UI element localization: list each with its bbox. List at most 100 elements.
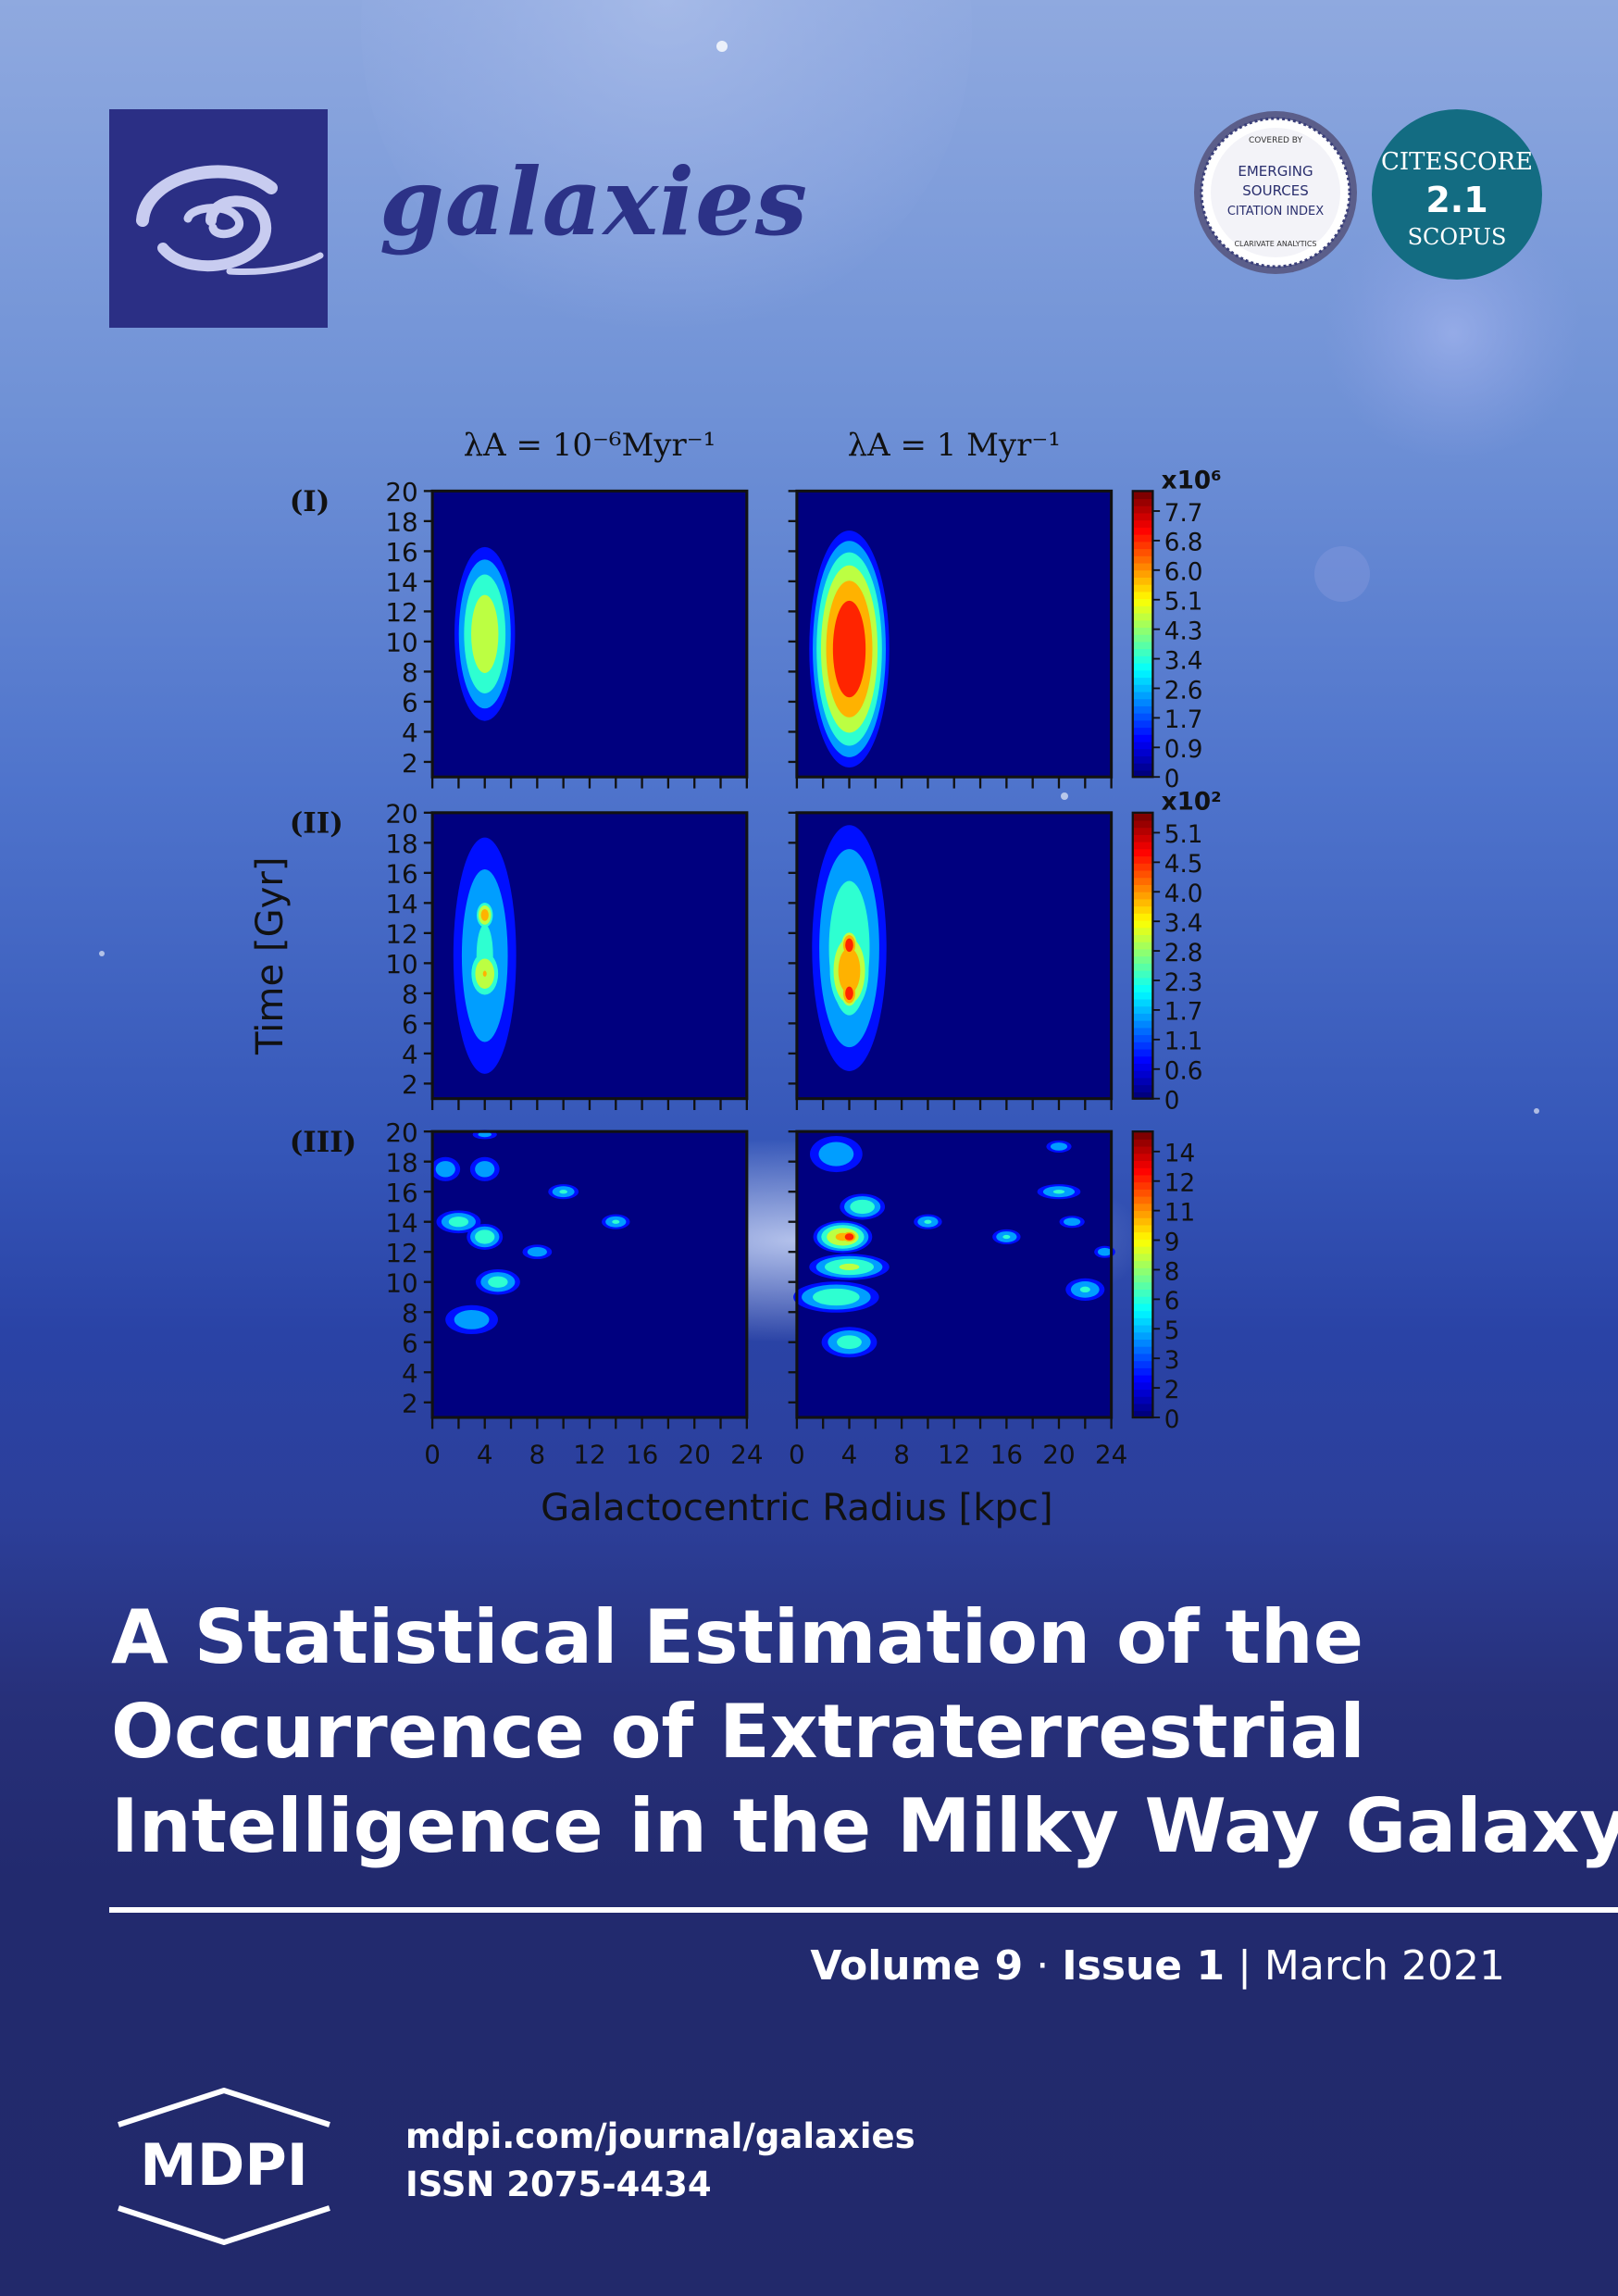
colorbar-segment [1132, 1253, 1153, 1262]
issue-separator: | [1238, 1942, 1251, 1990]
y-tick-label: 4 [402, 1040, 418, 1070]
heatmap-contour [471, 594, 499, 674]
esci-line3: CITATION INDEX [1227, 205, 1324, 218]
colorbar-tick-label: 1.7 [1164, 999, 1203, 1027]
colorbar-frame [1131, 1130, 1154, 1419]
y-tick-label: 14 [385, 568, 417, 598]
colorbar-multiplier: x10⁶ [1162, 467, 1222, 494]
colorbar-tick-label: 14 [1164, 1141, 1195, 1168]
heatmap-contour [612, 1219, 620, 1224]
y-tick-label: 20 [385, 799, 417, 830]
heatmap-contour [1079, 1286, 1090, 1293]
colorbar-segment [1132, 877, 1153, 885]
volume-label: Volume 9 [810, 1942, 1024, 1990]
colorbar: 5.14.54.03.42.82.31.71.10.60 x10² [1131, 789, 1222, 1115]
issn-label: ISSN 2075-4434 [405, 2165, 712, 2204]
heatmap-panel [788, 489, 1114, 789]
colorbar-segment [1132, 991, 1153, 1000]
colorbar-segment [1132, 1077, 1153, 1086]
colorbar-segment [1132, 841, 1153, 850]
y-tick-label: 20 [385, 477, 417, 507]
colorbar-segment [1132, 1231, 1153, 1240]
colorbar-segment [1132, 612, 1153, 621]
colorbar-segment [1132, 869, 1153, 879]
colorbar-segment [1132, 1310, 1153, 1318]
colorbar-segment [1132, 948, 1153, 957]
colorbar-tick-label: 3.4 [1164, 647, 1203, 675]
heatmap-contour [435, 1161, 455, 1178]
heatmap-figure: λA = 10⁻⁶Myr⁻¹ λA = 1 Myr⁻¹(I)(II)(III)24… [249, 427, 1222, 1529]
colorbar-segment [1132, 662, 1153, 671]
x-tick-label: 4 [841, 1439, 858, 1469]
x-tick-label: 20 [678, 1439, 711, 1469]
colorbar-frame [1131, 490, 1154, 779]
colorbar-segment [1132, 1274, 1153, 1283]
issue-info: Volume 9 · Issue 1 | March 2021 [810, 1942, 1505, 1990]
colorbar-segment [1132, 641, 1153, 650]
colorbar-segment [1132, 562, 1153, 571]
colorbar-segment [1132, 1267, 1153, 1276]
colorbar-segment [1132, 1131, 1153, 1140]
colorbar-segment [1132, 727, 1153, 735]
colorbar-segment [1132, 1245, 1153, 1254]
heatmap-contour [527, 1247, 547, 1257]
colorbar-segment [1132, 691, 1153, 700]
journal-logo [109, 109, 328, 328]
colorbar-segment [1132, 855, 1153, 864]
y-tick-label: 14 [385, 1208, 417, 1239]
colorbar-tick-label: 7.7 [1164, 500, 1203, 528]
heatmap-panel: 0 4 8 12 16 20 24 [788, 1129, 1127, 1469]
colorbar-segment [1132, 1034, 1153, 1042]
x-tick-label: 4 [477, 1439, 493, 1469]
y-axis-label: Time [Gyr] [249, 856, 292, 1055]
y-tick-label: 4 [402, 1358, 418, 1389]
colorbar-segment [1132, 1331, 1153, 1341]
colorbar-segment [1132, 1153, 1153, 1161]
heatmap-panel [788, 811, 1114, 1111]
colorbar-segment [1132, 862, 1153, 871]
colorbar-segment [1132, 526, 1153, 535]
x-tick-label: 8 [529, 1439, 546, 1469]
colorbar-segment [1132, 755, 1153, 764]
colorbar-segment [1132, 741, 1153, 750]
article-title: A Statistical Estimation of the Occurren… [111, 1591, 1618, 1874]
galaxy-icon [136, 165, 324, 276]
heatmap-contour [1064, 1217, 1081, 1227]
colorbar-segment [1132, 1188, 1153, 1197]
heatmap-contour [839, 1263, 860, 1271]
colorbar-segment [1132, 1289, 1153, 1297]
journal-url[interactable]: mdpi.com/journal/galaxies [405, 2116, 915, 2156]
colorbar-segment [1132, 719, 1153, 729]
y-tick-label: 12 [385, 919, 417, 950]
heatmap-contour [845, 986, 853, 1001]
colorbar-tick-label: 12 [1164, 1170, 1195, 1198]
colorbar-segment [1132, 1389, 1153, 1397]
colorbar-segment [1132, 705, 1153, 714]
heatmap-contour [832, 600, 866, 698]
colorbar-segment [1132, 1041, 1153, 1050]
colorbar-tick-label: 3.4 [1164, 910, 1203, 938]
heatmap-contour [813, 1288, 860, 1306]
colorbar-segment [1132, 1395, 1153, 1404]
colorbar-segment [1132, 827, 1153, 835]
panel-frame [430, 1129, 749, 1419]
y-tick-label: 18 [385, 507, 417, 538]
colorbar-segment [1132, 577, 1153, 585]
colorbar-segment [1132, 1403, 1153, 1412]
colorbar-segment [1132, 655, 1153, 664]
colorbar-segment [1132, 848, 1153, 857]
colorbar-segment [1132, 998, 1153, 1007]
x-tick-label: 16 [990, 1439, 1023, 1469]
x-tick-label: 16 [626, 1439, 658, 1469]
colorbar-segment [1132, 941, 1153, 950]
colorbar-segment [1132, 1203, 1153, 1212]
mdpi-logo: MDPI [118, 2088, 330, 2245]
issue-date: March 2021 [1263, 1942, 1505, 1990]
citescore-source: SCOPUS [1407, 224, 1507, 250]
colorbar-segment [1132, 548, 1153, 556]
heatmap-contour [1052, 1190, 1065, 1194]
colorbar-segment [1132, 1324, 1153, 1333]
colorbar-tick-label: 5.1 [1164, 589, 1203, 617]
